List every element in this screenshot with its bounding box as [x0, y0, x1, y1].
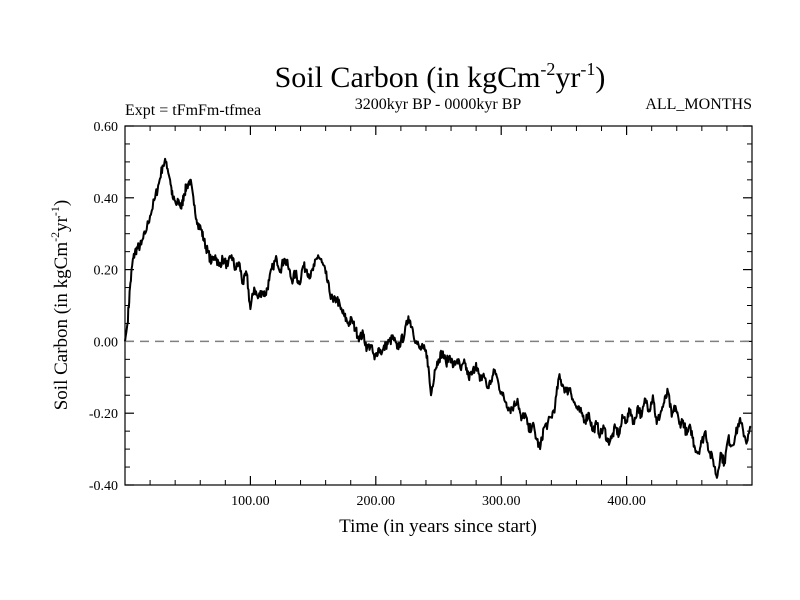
chart-title-mid: yr — [555, 61, 580, 94]
x-axis-label: Time (in years since start) — [339, 516, 537, 537]
y-tick-label: -0.20 — [89, 407, 118, 422]
y-tick-label: 0.00 — [94, 335, 119, 350]
y-axis-label-main: Soil Carbon (in kgCm — [51, 242, 72, 411]
x-tick-label: 300.00 — [482, 494, 521, 509]
y-tick-label: 0.20 — [94, 264, 119, 279]
y-tick-label: -0.40 — [89, 479, 118, 494]
chart-title: Soil Carbon (in kgCm-2yr-1) — [275, 59, 606, 94]
x-tick-label: 100.00 — [231, 494, 270, 509]
y-axis-label: Soil Carbon (in kgCm-2yr-1) — [48, 200, 72, 411]
y-tick-label: 0.60 — [94, 120, 119, 135]
subtitle-left: Expt = tFmFm-tfmea — [125, 102, 261, 119]
chart-title-sup1: -2 — [540, 59, 555, 79]
plot-frame — [124, 125, 753, 486]
axis-tick-labels: -0.40 -0.20 0.00 0.20 0.40 0.60 100.00 200.00 30… — [89, 120, 646, 509]
chart-title-main: Soil Carbon (in kgCm — [275, 61, 541, 94]
x-tick-label: 200.00 — [357, 494, 396, 509]
y-axis-label-mid: yr — [51, 215, 72, 232]
chart-title-sup2: -1 — [580, 59, 595, 79]
subtitle-right: ALL_MONTHS — [645, 96, 752, 113]
x-tick-label: 400.00 — [607, 494, 646, 509]
subtitle-center: 3200kyr BP - 0000kyr BP — [355, 96, 522, 113]
y-tick-label: 0.40 — [94, 192, 119, 207]
y-axis-label-end: ) — [51, 200, 72, 206]
series-line-soil-carbon — [124, 157, 752, 479]
y-axis-label-sup1: -2 — [48, 232, 62, 242]
axis-ticks — [125, 125, 752, 486]
y-axis-label-sup2: -1 — [48, 206, 62, 216]
chart-title-end: ) — [595, 61, 605, 94]
